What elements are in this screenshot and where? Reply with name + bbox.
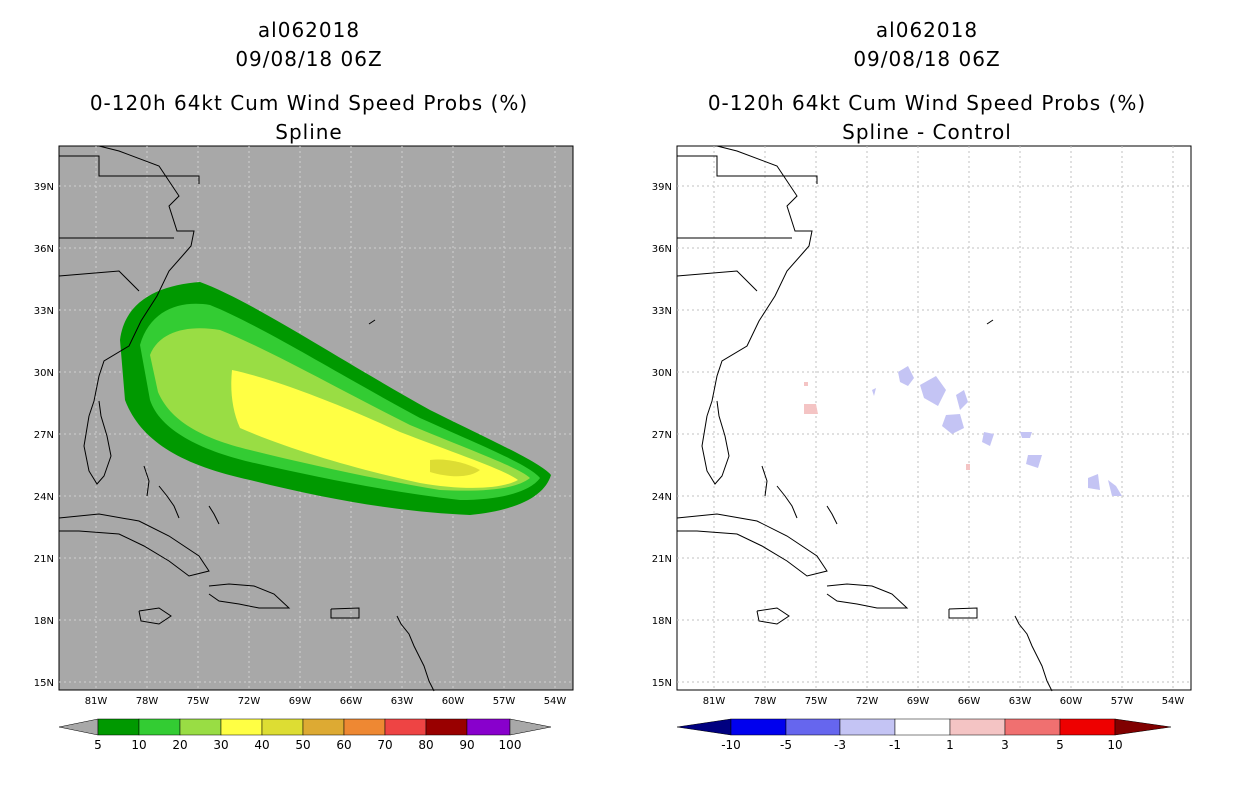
diff-patch: [966, 464, 970, 470]
colorbar-label: 90: [459, 738, 474, 752]
lon-label: 60W: [1060, 696, 1083, 707]
lon-label: 63W: [391, 696, 414, 707]
diff-patch: [1088, 474, 1100, 490]
colorbar-label: -3: [834, 738, 846, 752]
colorbar-label: -10: [721, 738, 741, 752]
lat-label: 33N: [652, 306, 672, 317]
lat-label: 18N: [652, 616, 672, 627]
colorbar-label: 5: [94, 738, 102, 752]
lon-label: 78W: [136, 696, 159, 707]
colorbar-label: 5: [1056, 738, 1064, 752]
colorbar-labels: 5 10 20 30 40 50 60 70 80 90 100: [94, 738, 521, 752]
lon-label: 63W: [1009, 696, 1032, 707]
lat-label: 27N: [34, 430, 54, 441]
left-map: 39N 36N 33N 30N 27N 24N 21N 18N 15N 81W …: [34, 145, 574, 752]
lat-label: 15N: [652, 678, 672, 689]
lat-label: 33N: [34, 306, 54, 317]
lat-label: 21N: [652, 554, 672, 565]
colorbar-label: 80: [418, 738, 433, 752]
lon-label: 60W: [442, 696, 465, 707]
colorbar-label: 70: [377, 738, 392, 752]
colorbar-label: 30: [213, 738, 228, 752]
lon-label: 72W: [238, 696, 261, 707]
colorbar-label: 40: [254, 738, 269, 752]
right-map: 39N 36N 33N 30N 27N 24N 21N 18N 15N 81W …: [652, 145, 1192, 752]
prob-30-contour: [231, 370, 519, 488]
lon-label: 75W: [187, 696, 210, 707]
lat-label: 36N: [34, 244, 54, 255]
datetime: 09/08/18 06Z: [235, 47, 383, 71]
lat-label: 24N: [34, 492, 54, 503]
colorbar: [58, 718, 552, 736]
lon-label: 57W: [493, 696, 516, 707]
lat-labels: 39N 36N 33N 30N 27N 24N 21N 18N 15N: [652, 182, 672, 689]
lat-labels: 39N 36N 33N 30N 27N 24N 21N 18N 15N: [34, 182, 54, 689]
datetime: 09/08/18 06Z: [853, 47, 1001, 71]
lon-label: 69W: [289, 696, 312, 707]
lon-labels: 81W 78W 75W 72W 69W 66W 63W 60W 57W 54W: [703, 696, 1185, 707]
diff-patch: [804, 382, 808, 386]
lat-label: 30N: [652, 368, 672, 379]
diff-patch: [872, 388, 876, 396]
lon-label: 81W: [703, 696, 726, 707]
diff-patch: [898, 366, 914, 386]
lat-label: 39N: [34, 182, 54, 193]
lat-label: 21N: [34, 554, 54, 565]
lon-label: 57W: [1111, 696, 1134, 707]
lat-label: 27N: [652, 430, 672, 441]
lon-label: 66W: [340, 696, 363, 707]
diff-patch: [1026, 455, 1042, 468]
lat-label: 30N: [34, 368, 54, 379]
gridlines: [677, 146, 1191, 690]
diff-patch: [942, 414, 964, 434]
colorbar-label: -5: [780, 738, 792, 752]
storm-id: al062018: [257, 18, 361, 42]
colorbar-label: -1: [889, 738, 901, 752]
map-frame: [676, 145, 1192, 691]
colorbar-labels: -10 -5 -3 -1 1 3 5 10: [721, 738, 1122, 752]
diff-patch: [982, 432, 994, 446]
map-title: 0-120h 64kt Cum Wind Speed Probs (%): [707, 91, 1147, 115]
map-title: 0-120h 64kt Cum Wind Speed Probs (%): [89, 91, 529, 115]
lon-label: 66W: [958, 696, 981, 707]
map-subtitle: Spline - Control: [842, 120, 1012, 144]
diff-patch: [1020, 432, 1032, 438]
lon-label: 81W: [85, 696, 108, 707]
lon-labels: 81W 78W 75W 72W 69W 66W 63W 60W 57W 54W: [85, 696, 567, 707]
colorbar-label: 50: [295, 738, 310, 752]
map-subtitle: Spline: [275, 120, 343, 144]
storm-id: al062018: [875, 18, 979, 42]
right-panel: al062018 09/08/18 06Z 0-120h 64kt Cum Wi…: [618, 0, 1236, 800]
probability-swath: [120, 282, 551, 515]
left-panel: al062018 09/08/18 06Z 0-120h 64kt Cum Wi…: [34, 18, 574, 752]
lon-label: 72W: [856, 696, 879, 707]
colorbar-label: 1: [946, 738, 954, 752]
lon-label: 54W: [544, 696, 567, 707]
diff-patch: [1108, 480, 1122, 496]
colorbar-label: 10: [1107, 738, 1122, 752]
colorbar-label: 20: [172, 738, 187, 752]
lon-label: 69W: [907, 696, 930, 707]
difference-patches: [804, 366, 1122, 496]
lat-label: 39N: [652, 182, 672, 193]
lon-label: 54W: [1162, 696, 1185, 707]
colorbar-label: 10: [131, 738, 146, 752]
lat-label: 15N: [34, 678, 54, 689]
lat-label: 36N: [652, 244, 672, 255]
lon-label: 78W: [754, 696, 777, 707]
lat-label: 18N: [34, 616, 54, 627]
diff-patch: [804, 404, 818, 414]
diff-patch: [920, 376, 946, 406]
lat-label: 24N: [652, 492, 672, 503]
diff-patch: [956, 390, 968, 410]
prob-40-contour: [430, 459, 480, 477]
colorbar-label: 100: [499, 738, 522, 752]
colorbar-label: 60: [336, 738, 351, 752]
colorbar-label: 3: [1001, 738, 1009, 752]
lon-label: 75W: [805, 696, 828, 707]
colorbar: [676, 718, 1172, 736]
